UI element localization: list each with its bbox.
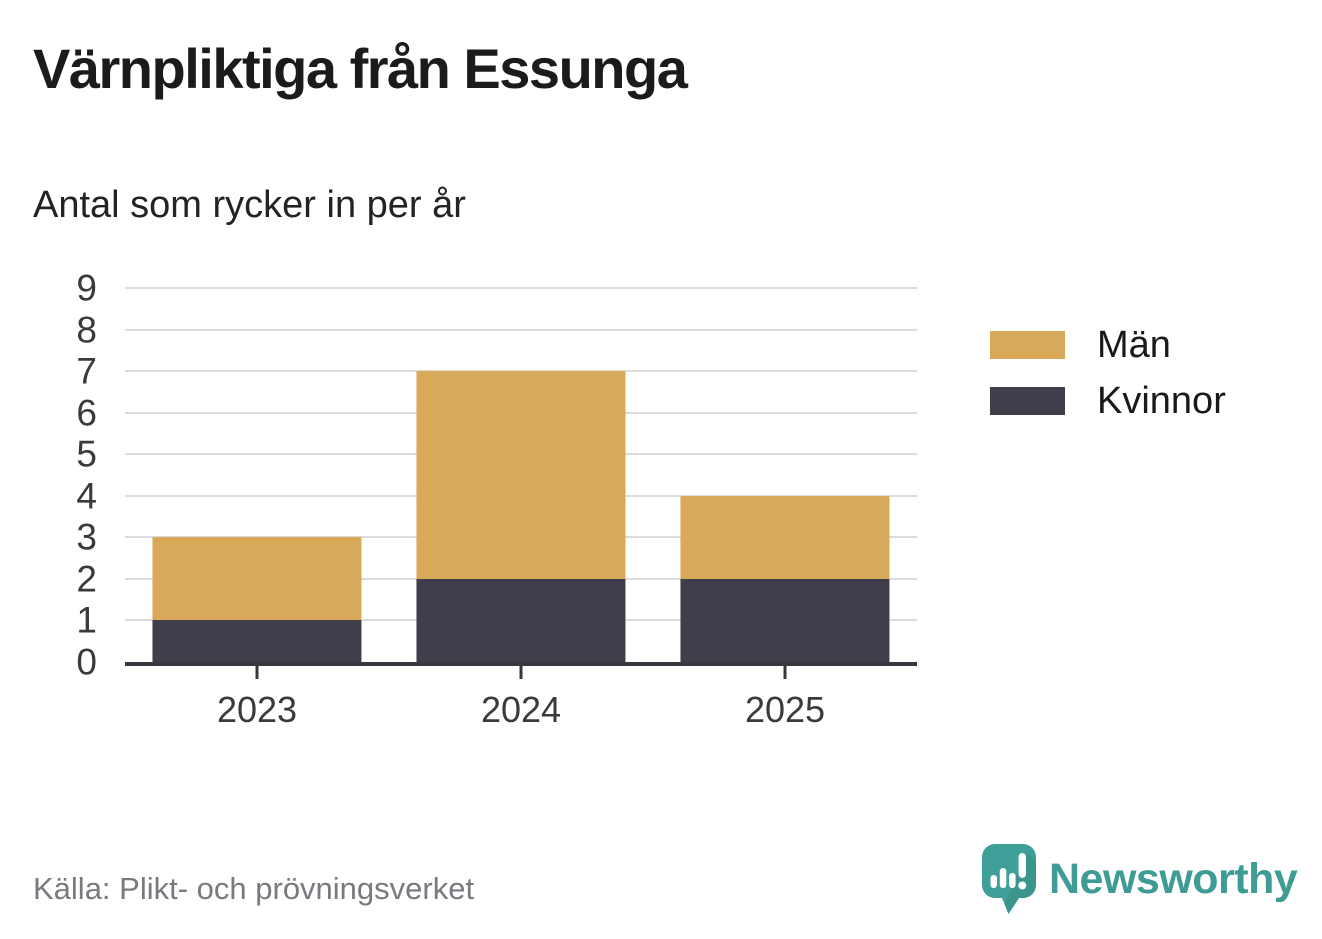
bar-segment-kvinnor-2024[interactable] bbox=[416, 578, 626, 662]
gridline-9 bbox=[125, 287, 917, 289]
legend-swatch-kvinnor bbox=[990, 387, 1065, 415]
legend-item-män: Män bbox=[990, 326, 1226, 364]
bar-segment-män-2023[interactable] bbox=[152, 537, 362, 621]
bar-segment-män-2025[interactable] bbox=[680, 495, 890, 579]
legend-label-kvinnor: Kvinnor bbox=[1097, 380, 1226, 422]
legend-label-män: Män bbox=[1097, 324, 1171, 366]
stacked-bar-2023[interactable] bbox=[152, 537, 362, 662]
page-title: Värnpliktiga från Essunga bbox=[33, 37, 688, 100]
bar-segment-män-2024[interactable] bbox=[416, 371, 626, 579]
y-tick-label-9: 9 bbox=[76, 267, 97, 309]
y-tick-label-1: 1 bbox=[76, 599, 97, 641]
brand-footer: Newsworthy bbox=[978, 842, 1298, 922]
y-tick-label-4: 4 bbox=[76, 475, 97, 517]
x-tick-2023 bbox=[255, 666, 259, 679]
y-tick-label-6: 6 bbox=[76, 392, 97, 434]
bars-layer: 2023 2024 2025 bbox=[125, 288, 917, 728]
y-tick-label-8: 8 bbox=[76, 309, 97, 351]
legend-item-kvinnor: Kvinnor bbox=[990, 382, 1226, 420]
y-tick-label-7: 7 bbox=[76, 350, 97, 392]
source-note: Källa: Plikt- och prövningsverket bbox=[33, 871, 475, 906]
y-tick-label-3: 3 bbox=[76, 516, 97, 558]
legend: Män Kvinnor bbox=[990, 326, 1226, 443]
bar-group-2024: 2024 bbox=[389, 288, 653, 728]
bar-group-2025: 2025 bbox=[653, 288, 917, 728]
newsworthy-speech-bubble-chart-icon bbox=[982, 844, 1036, 914]
bar-segment-kvinnor-2025[interactable] bbox=[680, 578, 890, 662]
bar-segment-kvinnor-2023[interactable] bbox=[152, 620, 362, 662]
y-tick-label-2: 2 bbox=[76, 558, 97, 600]
stacked-bar-2025[interactable] bbox=[680, 495, 890, 662]
x-tick-2024 bbox=[519, 666, 523, 679]
bar-group-2023: 2023 bbox=[125, 288, 389, 728]
plot-area: 2023 2024 2025 bbox=[125, 287, 917, 728]
x-tick-2025 bbox=[783, 666, 787, 679]
x-tick-label-2025: 2025 bbox=[744, 689, 826, 730]
legend-swatch-män bbox=[990, 331, 1065, 359]
x-tick-label-2023: 2023 bbox=[216, 689, 298, 730]
x-tick-label-2024: 2024 bbox=[480, 689, 562, 730]
y-tick-label-5: 5 bbox=[76, 433, 97, 475]
stacked-bar-2024[interactable] bbox=[416, 371, 626, 662]
brand-wordmark: Newsworthy bbox=[1049, 854, 1298, 903]
chart-subtitle: Antal som rycker in per år bbox=[33, 184, 466, 226]
y-tick-label-0: 0 bbox=[76, 641, 97, 683]
gridline-8 bbox=[125, 328, 917, 331]
